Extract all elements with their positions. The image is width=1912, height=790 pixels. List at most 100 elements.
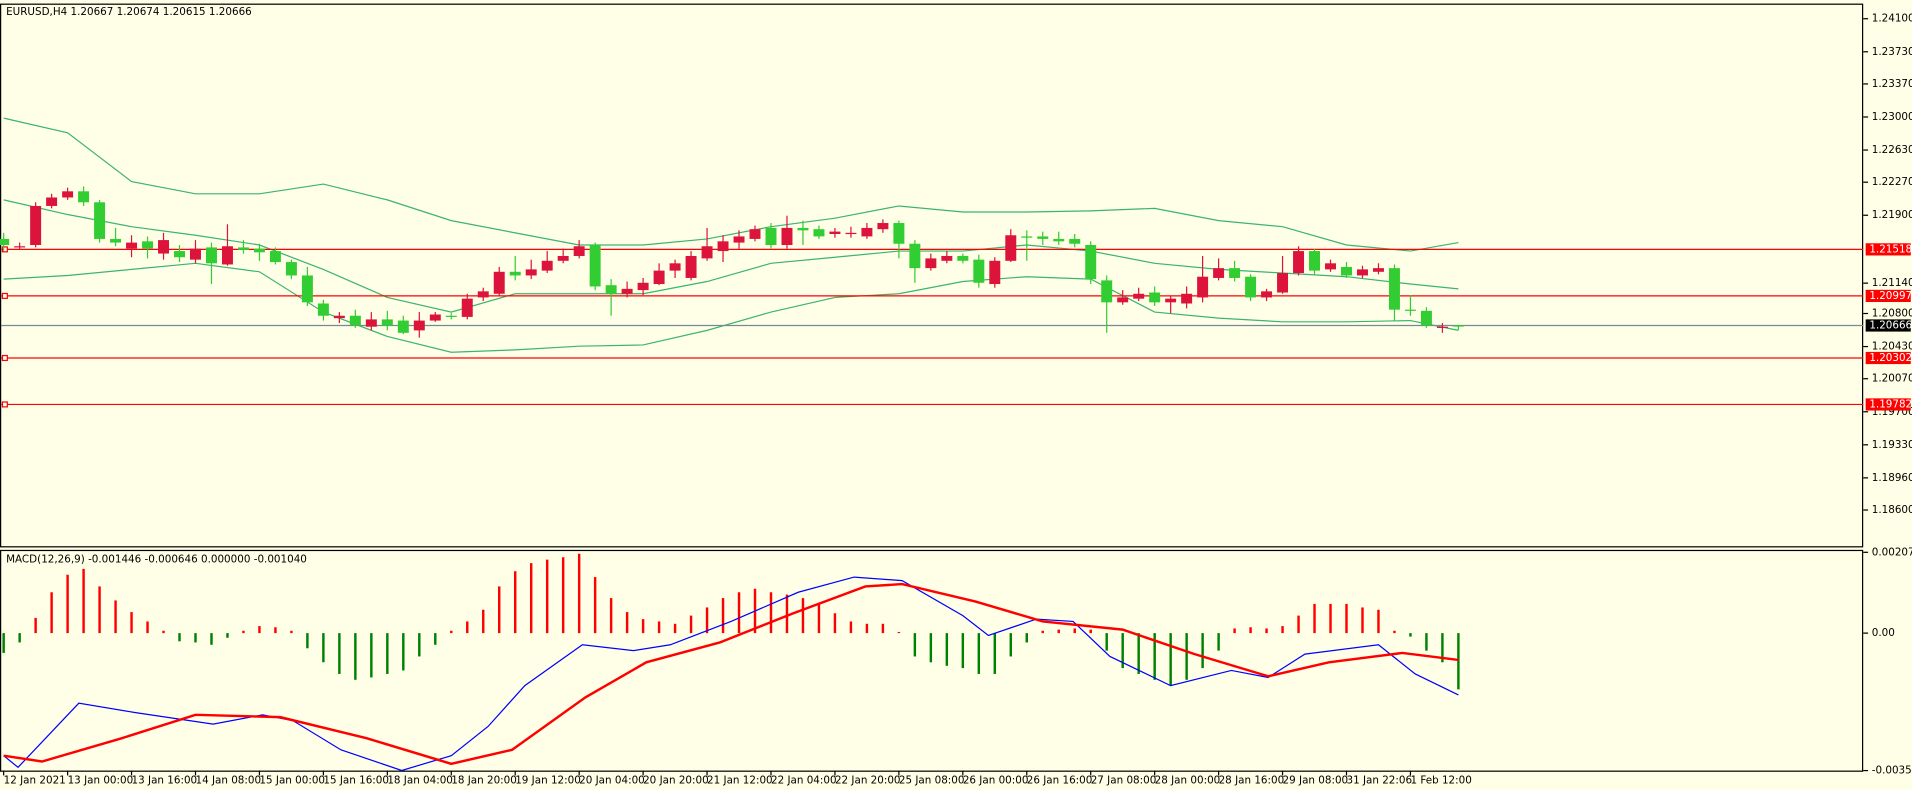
candle-body bbox=[1117, 297, 1129, 303]
y-tick-label: 1.21900 bbox=[1872, 209, 1912, 221]
x-tick-label: 15 Jan 00:00 bbox=[259, 774, 325, 786]
candle-body bbox=[541, 260, 553, 271]
indicator-line bbox=[3, 262, 1459, 353]
candle-body bbox=[1452, 325, 1464, 327]
y-tick-label: 1.18600 bbox=[1872, 504, 1912, 516]
candle-body bbox=[285, 262, 297, 276]
candle-body bbox=[717, 241, 729, 252]
candle-body bbox=[461, 298, 473, 317]
candle-body bbox=[813, 229, 825, 237]
y-tick-label: 1.19700 bbox=[1872, 406, 1912, 418]
x-tick-label: 20 Jan 20:00 bbox=[643, 774, 709, 786]
x-tick-label: 29 Jan 08:00 bbox=[1283, 774, 1349, 786]
indicator-line bbox=[3, 576, 1459, 772]
candle-body bbox=[1053, 238, 1065, 242]
candle-body bbox=[1213, 268, 1225, 278]
candle-body bbox=[0, 238, 10, 245]
candle-body bbox=[877, 223, 889, 230]
line-label: 1.21518 bbox=[1869, 243, 1912, 255]
candle-body bbox=[110, 238, 122, 243]
candle-body bbox=[685, 255, 697, 278]
candle-body bbox=[573, 246, 585, 256]
line-label: 1.20997 bbox=[1869, 290, 1912, 302]
candle-body bbox=[205, 247, 217, 264]
candle-body bbox=[429, 314, 441, 321]
candle-body bbox=[1005, 235, 1017, 261]
price-pane bbox=[0, 3, 1864, 548]
candle-body bbox=[94, 202, 106, 239]
candle-body bbox=[253, 248, 265, 253]
candle-body bbox=[733, 236, 745, 243]
candle-body bbox=[1277, 273, 1289, 293]
candle-body bbox=[653, 270, 665, 285]
candle-body bbox=[477, 291, 489, 298]
y-tick-label: 1.22630 bbox=[1872, 144, 1912, 156]
y-tick-label: 1.22270 bbox=[1872, 176, 1912, 188]
candle-body bbox=[1133, 293, 1145, 299]
candle-body bbox=[1420, 310, 1432, 326]
candle-body bbox=[221, 246, 233, 265]
candle-body bbox=[1229, 268, 1241, 278]
candle-body bbox=[605, 285, 617, 294]
candle-body bbox=[621, 288, 633, 294]
candle-body bbox=[158, 240, 170, 254]
line-handle bbox=[1, 292, 8, 299]
candle-body bbox=[829, 231, 841, 235]
x-tick-label: 28 Jan 00:00 bbox=[1155, 774, 1221, 786]
current-price-label: 1.20666 bbox=[1869, 319, 1912, 331]
candle-body bbox=[445, 315, 457, 317]
line-label-box bbox=[1865, 398, 1911, 411]
x-tick-label: 15 Jan 16:00 bbox=[323, 774, 389, 786]
candle-body bbox=[989, 260, 1001, 285]
x-tick-label: 19 Jan 12:00 bbox=[515, 774, 581, 786]
x-tick-label: 25 Jan 08:00 bbox=[899, 774, 965, 786]
x-tick-label: 26 Jan 16:00 bbox=[1027, 774, 1093, 786]
candle-body bbox=[781, 227, 793, 245]
x-tick-label: 31 Jan 22:06 bbox=[1346, 774, 1412, 786]
candle-body bbox=[1309, 251, 1321, 271]
candle-body bbox=[701, 246, 713, 259]
chart-title: EURUSD,H4 1.20667 1.20674 1.20615 1.2066… bbox=[6, 6, 252, 18]
x-tick-label: 12 Jan 2021 bbox=[4, 774, 66, 786]
y-tick-label: 1.23000 bbox=[1872, 111, 1912, 123]
candle-body bbox=[1341, 266, 1352, 276]
candle-body bbox=[14, 246, 26, 248]
y-tick-label: 0.002077 bbox=[1872, 546, 1912, 558]
y-tick-label: 1.19330 bbox=[1872, 439, 1912, 451]
candle-body bbox=[1069, 238, 1081, 244]
macd-title: MACD(12,26,9) -0.001446 -0.000646 0.0000… bbox=[6, 554, 307, 566]
y-tick-label: 1.23370 bbox=[1872, 78, 1912, 90]
candle-body bbox=[1372, 268, 1384, 272]
x-tick-label: 22 Jan 20:00 bbox=[835, 774, 901, 786]
candle-body bbox=[190, 248, 201, 260]
y-tick-label: 1.20800 bbox=[1872, 308, 1912, 320]
candle-body bbox=[957, 255, 969, 261]
candle-body bbox=[381, 319, 393, 326]
candle-body bbox=[317, 303, 329, 316]
candle-body bbox=[1404, 309, 1416, 311]
x-tick-label: 1 Feb 12:00 bbox=[1410, 774, 1471, 786]
candle-body bbox=[1181, 293, 1193, 304]
candle-body bbox=[1261, 291, 1273, 298]
candle-body bbox=[973, 259, 985, 283]
x-tick-label: 26 Jan 00:00 bbox=[963, 774, 1029, 786]
x-tick-label: 13 Jan 00:00 bbox=[68, 774, 134, 786]
x-tick-label: 22 Jan 04:00 bbox=[771, 774, 837, 786]
candle-body bbox=[142, 241, 154, 249]
candle-body bbox=[797, 227, 809, 231]
candle-body bbox=[62, 191, 74, 198]
candle-body bbox=[557, 255, 569, 261]
candle-body bbox=[126, 242, 138, 249]
candle-body bbox=[1325, 263, 1336, 270]
candle-body bbox=[237, 247, 249, 250]
x-tick-label: 14 Jan 08:00 bbox=[195, 774, 261, 786]
y-tick-label: 1.24100 bbox=[1872, 13, 1912, 25]
y-tick-label: 1.20070 bbox=[1872, 373, 1912, 385]
y-tick-label: 1.18960 bbox=[1872, 472, 1912, 484]
candle-body bbox=[509, 271, 521, 276]
candle-body bbox=[589, 244, 601, 287]
candle-body bbox=[1101, 280, 1113, 303]
candle-body bbox=[941, 255, 953, 261]
